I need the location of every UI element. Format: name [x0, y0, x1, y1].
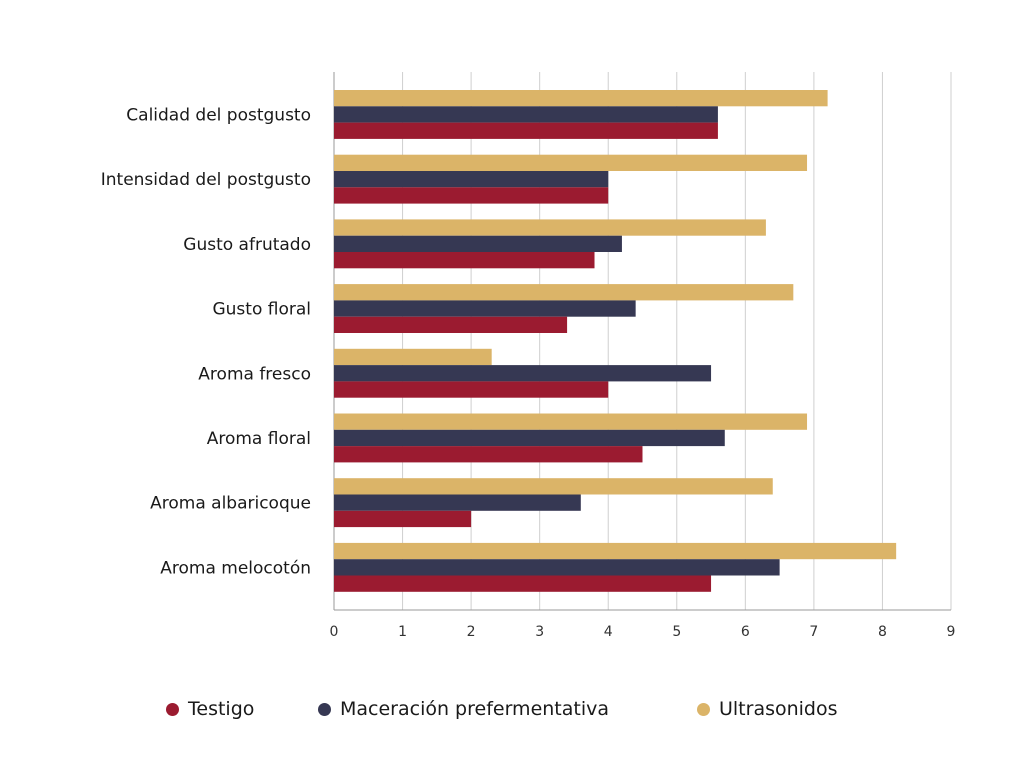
category-label: Aroma albaricoque: [150, 494, 311, 514]
legend-marker-ultrasonidos: [697, 702, 710, 716]
bar-testigo-6: [334, 510, 472, 528]
category-label: Aroma floral: [207, 429, 311, 449]
category-label: Gusto afrutado: [183, 235, 311, 255]
bar-testigo-1: [334, 187, 609, 204]
legend-item-maceracion: Maceración prefermentativa: [318, 694, 609, 724]
bar-ultrasonidos-0: [334, 90, 828, 107]
bar-maceraci-n-prefermentativa-7: [334, 559, 780, 576]
category-label: Aroma melocotón: [160, 558, 311, 578]
x-tick-label: 3: [535, 624, 544, 640]
category-label: Calidad del postgusto: [126, 105, 311, 125]
bar-maceraci-n-prefermentativa-0: [334, 106, 718, 123]
x-tick-label: 1: [398, 624, 407, 640]
legend-label-maceracion: Maceración prefermentativa: [340, 698, 610, 720]
bar-ultrasonidos-6: [334, 478, 773, 495]
bar-testigo-2: [334, 252, 595, 269]
bar-ultrasonidos-4: [334, 348, 492, 366]
legend-label-testigo: Testigo: [188, 698, 255, 720]
bar-testigo-4: [334, 381, 609, 398]
bar-ultrasonidos-2: [334, 219, 766, 236]
x-tick-label: 6: [741, 624, 750, 640]
legend-item-testigo: Testigo: [166, 694, 254, 724]
bar-maceraci-n-prefermentativa-5: [334, 429, 725, 447]
bar-ultrasonidos-5: [334, 413, 808, 430]
bar-maceraci-n-prefermentativa-6: [334, 494, 581, 511]
category-label: Gusto floral: [212, 300, 311, 320]
bar-maceraci-n-prefermentativa-1: [334, 171, 609, 188]
x-tick-label: 0: [330, 624, 339, 640]
bar-testigo-7: [334, 575, 712, 592]
bar-ultrasonidos-7: [334, 542, 897, 560]
bar-ultrasonidos-3: [334, 284, 794, 301]
category-label: Intensidad del postgusto: [101, 170, 311, 190]
bar-maceraci-n-prefermentativa-2: [334, 235, 622, 252]
bar-maceraci-n-prefermentativa-4: [334, 365, 712, 382]
bar-testigo-5: [334, 446, 643, 463]
legend-label-ultrasonidos: Ultrasonidos: [719, 698, 838, 720]
x-tick-label: 8: [878, 624, 887, 640]
x-tick-label: 2: [467, 624, 476, 640]
category-label: Aroma fresco: [198, 364, 311, 384]
bar-testigo-3: [334, 316, 568, 333]
bar-testigo-0: [334, 122, 718, 139]
legend: Testigo Maceración prefermentativa Ultra…: [0, 694, 1024, 724]
bar-ultrasonidos-1: [334, 154, 808, 171]
x-tick-label: 7: [809, 624, 818, 640]
x-tick-label: 9: [947, 624, 956, 640]
legend-item-ultrasonidos: Ultrasonidos: [697, 694, 838, 724]
legend-marker-testigo: [166, 702, 179, 716]
x-tick-label: 5: [672, 624, 681, 640]
x-tick-label: 4: [604, 624, 613, 640]
legend-marker-maceracion: [318, 702, 331, 716]
bar-maceraci-n-prefermentativa-3: [334, 300, 636, 317]
